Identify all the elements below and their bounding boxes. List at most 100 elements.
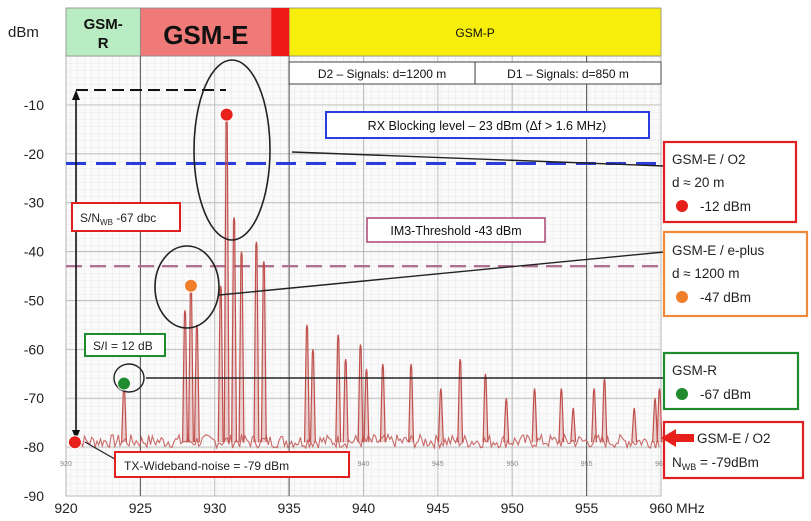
callout-o2-value: -12 dBm bbox=[700, 199, 751, 214]
spectrum-peak bbox=[193, 324, 200, 443]
band-rect bbox=[288, 7, 662, 57]
callout-eplus-dot bbox=[676, 291, 688, 303]
spectrum-peak bbox=[357, 344, 364, 443]
spectrum-peak bbox=[408, 363, 415, 443]
band-rect bbox=[139, 7, 290, 57]
spectrum-peak bbox=[531, 388, 538, 443]
threshold-lines: RX Blocking level – 23 dBm (Δf > 1.6 MHz… bbox=[66, 111, 661, 268]
band-label-gsmp: GSM-P bbox=[455, 26, 494, 40]
tx-noise-annotation: TX-Wideband-noise = -79 dBm bbox=[84, 441, 350, 478]
gsm-e-o2-marker bbox=[219, 107, 234, 122]
svg-text:S/NWB -67 dbc: S/NWB -67 dbc bbox=[80, 211, 156, 227]
rx-blocking-label: RX Blocking level – 23 dBm (Δf > 1.6 MHz… bbox=[368, 119, 607, 133]
band-label-gsmr-2: R bbox=[98, 35, 109, 52]
callout-gsmr-value: -67 dBm bbox=[700, 387, 751, 402]
tx-noise-text: TX-Wideband-noise = -79 dBm bbox=[124, 459, 289, 473]
inner-tick-label: 940 bbox=[358, 461, 370, 468]
callout-gsmr-title: GSM-R bbox=[672, 363, 717, 378]
y-tick-label: -10 bbox=[24, 97, 44, 113]
x-tick-label: 945 bbox=[426, 500, 450, 516]
callout-noise-rest: = -79dBm bbox=[696, 455, 759, 470]
spectrum-peak bbox=[503, 398, 510, 443]
sub-band-rect bbox=[474, 61, 662, 85]
spectrum-peak bbox=[309, 349, 316, 443]
band-header: GSM- R GSM-E GSM-P D2 – Signals: d=1200 m D1 … bbox=[65, 7, 662, 85]
sub-band-label: D2 – Signals: d=1200 m bbox=[318, 67, 446, 81]
callout-eplus: GSM-E / e-plus d ≈ 1200 m -47 dBm bbox=[662, 230, 809, 318]
callout-o2-distance: d ≈ 20 m bbox=[672, 175, 724, 190]
snwb-main: S/N bbox=[80, 211, 100, 225]
spectrum-peak bbox=[260, 261, 267, 443]
x-tick-label: 960 bbox=[649, 500, 673, 516]
band-rect bbox=[65, 7, 141, 57]
callout-noise: GSM-E / O2 NWB = -79dBm bbox=[661, 420, 805, 480]
band-label-gsme: GSM-E bbox=[163, 20, 248, 50]
snwb-annotation: S/NWB -67 dbc bbox=[71, 202, 181, 232]
spectrum-peak bbox=[238, 251, 245, 443]
inner-axis-ticks: 920 940 945 950 955 960 bbox=[60, 461, 667, 468]
band-label-gsmr: GSM- bbox=[84, 16, 123, 33]
svg-text:NWB = -79dBm: NWB = -79dBm bbox=[672, 455, 759, 472]
x-tick-label: 950 bbox=[501, 500, 525, 516]
x-tick-label: 955 bbox=[575, 500, 599, 516]
im3-label: IM3-Threshold -43 dBm bbox=[390, 224, 521, 238]
inner-tick-label: 920 bbox=[60, 461, 72, 468]
x-tick-label: 935 bbox=[277, 500, 301, 516]
spectrum-peak bbox=[656, 388, 663, 443]
inner-tick-label: 945 bbox=[432, 461, 444, 468]
spectrum-peak bbox=[342, 359, 349, 443]
rx-blocking-box bbox=[325, 111, 650, 139]
x-axis-ticks: 920 925 930 935 940 945 950 955 960 bbox=[54, 500, 673, 516]
spectrum-peak bbox=[570, 407, 577, 443]
callout-noise-sub: WB bbox=[682, 462, 697, 472]
callout-eplus-title: GSM-E / e-plus bbox=[672, 243, 765, 258]
y-tick-label: -90 bbox=[24, 488, 44, 504]
inner-tick-label: 950 bbox=[506, 461, 518, 468]
y-tick-label: -20 bbox=[24, 146, 44, 162]
spectrum-peak bbox=[558, 388, 565, 443]
y-tick-label: -70 bbox=[24, 390, 44, 406]
y-tick-label: -40 bbox=[24, 244, 44, 260]
spectrum-series bbox=[71, 114, 663, 450]
callout-noise-n: N bbox=[672, 455, 682, 470]
inner-tick-label: 955 bbox=[581, 461, 593, 468]
callout-o2: GSM-E / O2 d ≈ 20 m -12 dBm bbox=[662, 140, 798, 224]
signal-markers bbox=[67, 107, 234, 450]
spectrum-peak bbox=[591, 388, 598, 443]
callout-gsmr: GSM-R -67 dBm bbox=[662, 351, 800, 411]
y-tick-label: -50 bbox=[24, 292, 44, 308]
x-tick-label: 930 bbox=[203, 500, 227, 516]
spectrum-peak bbox=[437, 388, 444, 443]
x-unit-label: MHz bbox=[676, 500, 705, 516]
snwb-sub: WB bbox=[100, 218, 113, 227]
spectrum-peak bbox=[335, 334, 342, 443]
callout-o2-title: GSM-E / O2 bbox=[672, 152, 746, 167]
spectrum-peak bbox=[231, 217, 238, 443]
im3-box bbox=[366, 217, 546, 243]
spectrum-peak bbox=[217, 285, 224, 443]
spectrum-peak bbox=[652, 398, 659, 443]
spectrum-peak bbox=[379, 363, 386, 443]
y-axis-ticks: -10 -20 -30 -40 -50 -60 -70 -80 -90 bbox=[24, 97, 44, 504]
x-tick-label: 925 bbox=[129, 500, 153, 516]
inner-tick-label: 960 bbox=[655, 461, 667, 468]
si-annotation: S/I = 12 dB bbox=[84, 333, 166, 357]
y-tick-label: -80 bbox=[24, 439, 44, 455]
y-tick-label: -30 bbox=[24, 195, 44, 211]
spectrum-peak bbox=[631, 407, 638, 443]
callout-eplus-distance: d ≈ 1200 m bbox=[672, 266, 739, 281]
x-tick-label: 920 bbox=[54, 500, 78, 516]
callout-gsmr-dot bbox=[676, 388, 688, 400]
callout-noise-title: GSM-E / O2 bbox=[697, 431, 771, 446]
spectrum-peak bbox=[482, 373, 489, 443]
o2-ellipse bbox=[193, 59, 271, 241]
y-tick-label: -60 bbox=[24, 341, 44, 357]
spectrum-peak bbox=[457, 359, 464, 443]
spectrum-peak bbox=[363, 368, 370, 443]
eplus-ellipse bbox=[154, 245, 220, 329]
band-accent bbox=[271, 8, 290, 56]
sub-band-label: D1 – Signals: d=850 m bbox=[507, 67, 629, 81]
callout-eplus-value: -47 dBm bbox=[700, 290, 751, 305]
dynamic-range-arrow bbox=[72, 89, 226, 440]
